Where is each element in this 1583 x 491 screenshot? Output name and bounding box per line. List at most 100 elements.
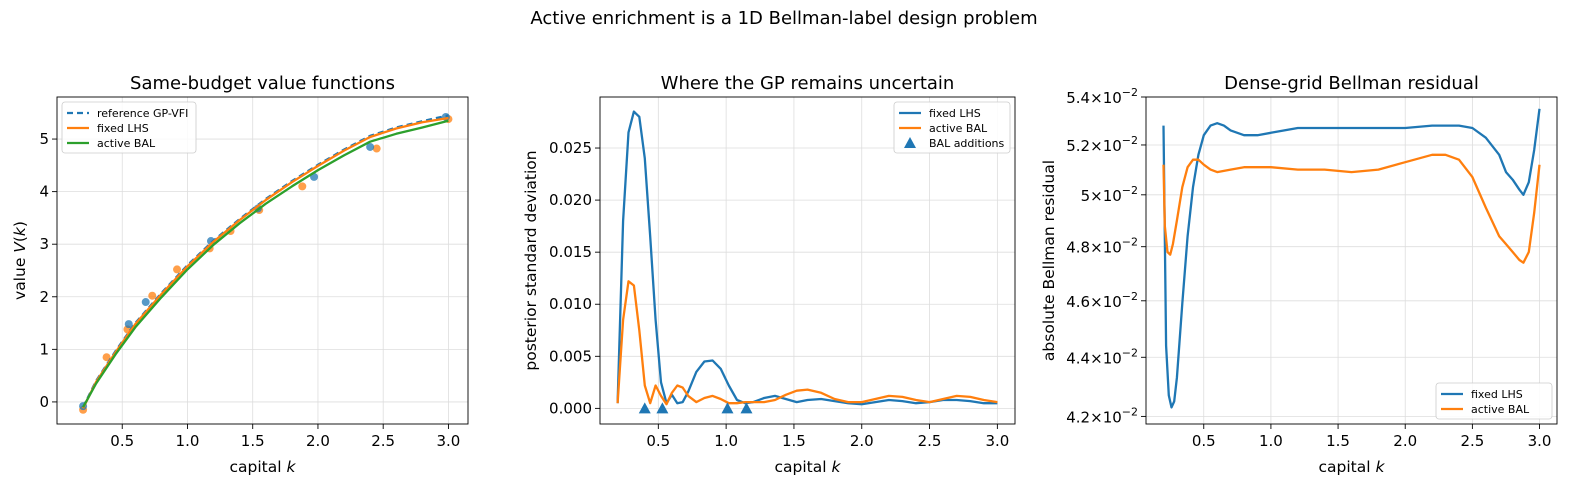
x-tick-label: 1.0 — [176, 432, 200, 450]
series-line-active-bal — [1162, 153, 1541, 264]
y-tick-exponent: −2 — [1122, 236, 1138, 249]
x-tick-label: 1.0 — [1259, 432, 1283, 450]
y-tick-label: 4.6×10−2 — [1066, 290, 1138, 311]
y-axis-label: absolute Bellman residual — [1040, 160, 1058, 361]
axes-frame — [599, 96, 1016, 425]
legend-frame — [1435, 382, 1553, 420]
x-tick-label: 2.5 — [918, 432, 942, 450]
bal-addition-marker — [740, 402, 753, 414]
x-tick-label: 1.5 — [1326, 432, 1350, 450]
x-tick-label: 1.5 — [241, 432, 265, 450]
figure-suptitle: Active enrichment is a 1D Bellman-label … — [530, 8, 1037, 29]
y-tick-mantissa: 5.2× — [1066, 137, 1102, 155]
legend-label-bal-additions: BAL additions — [929, 137, 1005, 150]
x-tick-label: 2.0 — [306, 432, 330, 450]
x-tick-label: 2.5 — [371, 432, 395, 450]
y-tick-base: 10 — [1103, 239, 1122, 257]
series-line-fixed-lhs — [1162, 108, 1541, 409]
legend: fixed LHS active BAL BAL additions — [893, 101, 1011, 154]
scatter-point — [366, 142, 375, 151]
axes-frame — [56, 96, 469, 425]
y-tick-base: 10 — [1103, 349, 1122, 367]
axes-title: Same-budget value functions — [130, 73, 395, 94]
legend-frame — [61, 101, 197, 154]
x-tick-label: 0.5 — [1192, 432, 1216, 450]
series-line-fixed-lhs — [616, 110, 998, 406]
y-tick-mantissa: 5× — [1081, 187, 1103, 205]
plot-area — [1162, 108, 1541, 409]
scatter-point — [102, 353, 111, 362]
y-tick-label: 0 — [39, 393, 49, 411]
series-line-active-bal — [616, 280, 998, 406]
y-tick-label: 4.8×10−2 — [1066, 236, 1138, 257]
y-tick-base: 10 — [1103, 89, 1122, 107]
x-tick-label: 2.5 — [1460, 432, 1484, 450]
y-tick-base: 10 — [1103, 187, 1122, 205]
scatter-point — [141, 298, 150, 307]
y-tick-base: 10 — [1103, 408, 1122, 426]
y-tick-label: 0.010 — [549, 295, 592, 313]
y-tick-label: 0.020 — [549, 191, 592, 209]
legend-frame — [893, 101, 1011, 154]
y-tick-label: 0.005 — [549, 347, 592, 365]
legend: fixed LHS active BAL — [1435, 382, 1553, 420]
panel-bellman-residual: 0.5 1.0 1.5 2.0 2.5 3.04.2×10−24.4×10−24.6×10… — [1040, 73, 1558, 476]
x-tick-label: 0.5 — [646, 432, 670, 450]
plot-area — [616, 110, 998, 414]
axes-title: Dense-grid Bellman residual — [1224, 73, 1479, 94]
scatter-point — [148, 291, 157, 300]
y-tick-label: 0.025 — [549, 139, 592, 157]
bal-addition-marker — [656, 402, 669, 414]
y-tick-mantissa: 4.2× — [1066, 408, 1102, 426]
legend-label-active-bal: active BAL — [929, 122, 988, 135]
axes-frame — [1145, 96, 1558, 425]
y-tick-exponent: −2 — [1122, 290, 1138, 303]
x-tick-label: 1.0 — [714, 432, 738, 450]
legend-label-fixed-lhs: fixed LHS — [97, 122, 149, 135]
x-tick-label: 2.0 — [850, 432, 874, 450]
legend-label-active-bal: active BAL — [1471, 403, 1530, 416]
y-tick-label: 0.015 — [549, 243, 592, 261]
y-tick-label: 3 — [39, 235, 49, 253]
y-tick-label: 5×10−2 — [1081, 184, 1138, 205]
panel-posterior-std: 0.5 1.0 1.5 2.0 2.5 3.0 0.000 0.005 0.010 0.015 0.… — [522, 73, 1016, 476]
y-tick-label: 2 — [39, 288, 49, 306]
x-tick-label: 3.0 — [436, 432, 460, 450]
x-tick-label: 3.0 — [985, 432, 1009, 450]
y-tick-label: 5.2×10−2 — [1066, 134, 1138, 155]
bal-addition-marker — [721, 402, 734, 414]
panel-value-functions: 0.5 1.0 1.5 2.0 2.5 3.0 0 1 2 3 4 5 Same-budget valu… — [11, 73, 469, 476]
y-axis-label: value V(k) — [11, 221, 29, 300]
y-tick-label: 4 — [39, 183, 49, 201]
x-tick-label: 0.5 — [110, 432, 134, 450]
y-tick-exponent: −2 — [1122, 134, 1138, 147]
x-tick-label: 2.0 — [1393, 432, 1417, 450]
y-tick-label: 1 — [39, 340, 49, 358]
legend-label-fixed-lhs: fixed LHS — [929, 107, 981, 120]
plot-area — [79, 112, 453, 414]
y-tick-base: 10 — [1103, 293, 1122, 311]
x-axis-label: capital k — [230, 458, 297, 476]
scatter-point — [173, 265, 182, 274]
y-tick-mantissa: 4.8× — [1066, 239, 1102, 257]
legend-label-reference-gp-vfi: reference GP-VFI — [97, 107, 188, 120]
bal-addition-marker — [638, 402, 651, 414]
x-axis-label: capital k — [775, 458, 842, 476]
series-line-fixed-lhs — [82, 116, 449, 409]
scatter-point — [372, 144, 381, 153]
y-tick-label: 5.4×10−2 — [1066, 86, 1138, 107]
legend-label-active-bal: active BAL — [97, 137, 156, 150]
y-axis-label: posterior standard deviation — [522, 150, 540, 370]
legend: reference GP-VFI fixed LHS active BAL — [61, 101, 197, 154]
x-axis-label: capital k — [1319, 458, 1386, 476]
y-tick-label: 5 — [39, 130, 49, 148]
y-tick-mantissa: 4.6× — [1066, 293, 1102, 311]
scatter-point — [124, 320, 133, 329]
series-line-reference-gp-vfi — [82, 114, 449, 408]
y-tick-exponent: −2 — [1122, 86, 1138, 99]
y-tick-mantissa: 5.4× — [1066, 89, 1102, 107]
y-tick-exponent: −2 — [1122, 346, 1138, 359]
y-tick-exponent: −2 — [1122, 405, 1138, 418]
y-tick-exponent: −2 — [1122, 184, 1138, 197]
